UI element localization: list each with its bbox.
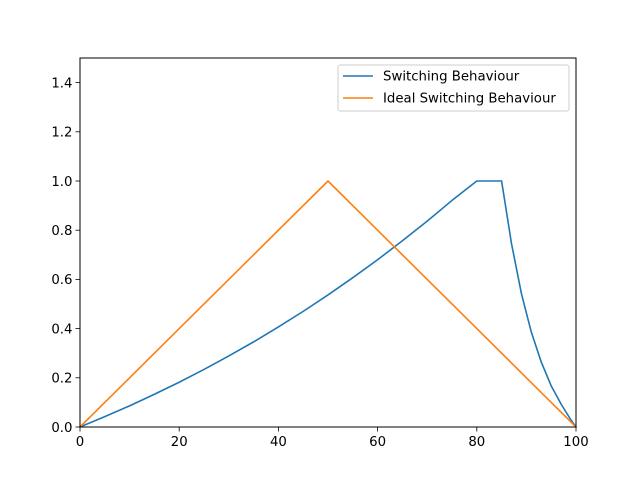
legend-label-2: Ideal Switching Behaviour	[383, 92, 556, 107]
legend: Switching Behaviour Ideal Switching Behav…	[337, 64, 570, 112]
y-tick-label: 0.8	[51, 224, 72, 239]
axes-frame	[79, 57, 577, 428]
series-line-1	[78, 180, 578, 429]
y-tick-label: 0.2	[51, 372, 72, 387]
series-layer	[78, 180, 578, 429]
legend-label-1: Switching Behaviour	[383, 70, 520, 85]
plot-area	[80, 58, 576, 427]
y-tick-label: 0.0	[51, 421, 72, 436]
x-tick-label: 20	[171, 435, 188, 450]
legend-box	[337, 64, 570, 112]
y-tick-label: 1.0	[51, 175, 72, 190]
x-tick-label: 80	[468, 435, 485, 450]
axes-layer: 0 20 40 60 80 100 0.0 0.2 0.4 0.6 0.8 1.0 1.2 1.4	[51, 57, 589, 450]
y-tick-label: 0.6	[51, 273, 72, 288]
x-tick-label: 0	[76, 435, 84, 450]
x-tick-label: 40	[270, 435, 287, 450]
y-tick-label: 1.4	[51, 76, 72, 91]
x-tick-label: 100	[563, 435, 588, 450]
series-line-2	[78, 180, 578, 429]
x-tick-label: 60	[369, 435, 386, 450]
y-tick-label: 0.4	[51, 322, 72, 337]
y-tick-label: 1.2	[51, 126, 72, 141]
